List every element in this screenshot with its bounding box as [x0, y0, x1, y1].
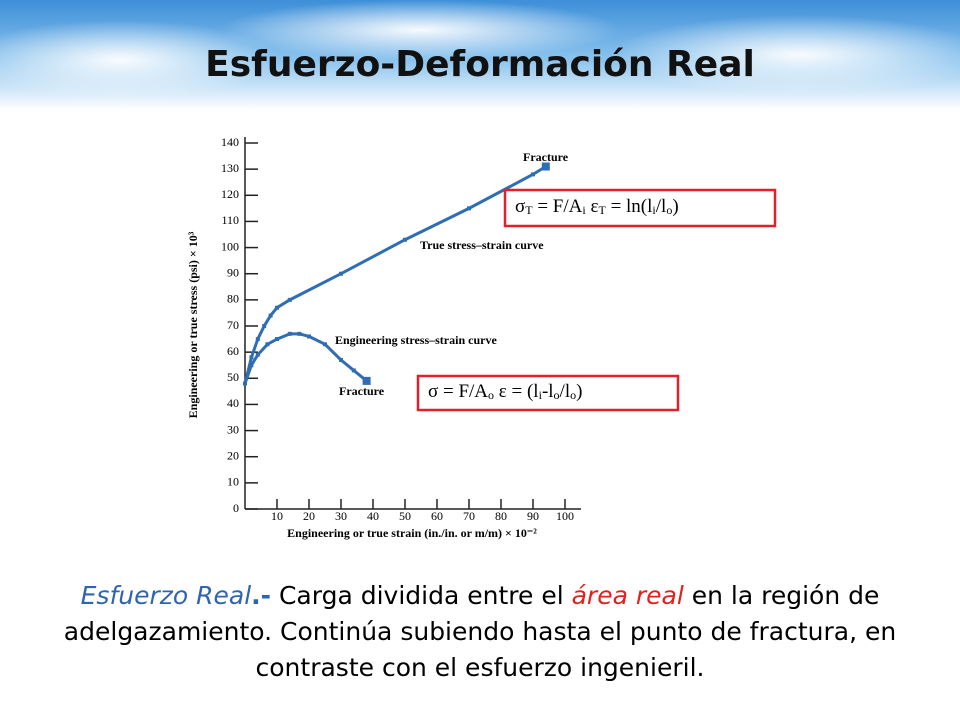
formula-subscript: i [539, 388, 543, 402]
point [287, 331, 292, 336]
point [287, 297, 292, 302]
x-tick-label: 40 [367, 509, 379, 523]
x-tick-label: 90 [527, 509, 539, 523]
x-tick-label: 60 [431, 509, 443, 523]
x-tick-label: 50 [399, 509, 411, 523]
y-tick-label: 0 [233, 501, 239, 515]
fracture-point [362, 376, 371, 385]
formula-text: ε = (l [494, 381, 539, 402]
chart: 0 10 20 30 40 50 60 70 80 90 100 110 120 130 140 10 20 30… [186, 135, 777, 540]
formula-subscript: o [666, 203, 672, 217]
y-tick-label: 70 [227, 318, 239, 332]
point [323, 342, 327, 347]
y-axis-label: Engineering or true stress (psi) × 10³ [186, 231, 200, 418]
formula-text: σ [515, 196, 525, 217]
x-tick-label: 20 [303, 509, 315, 523]
point [339, 271, 343, 276]
x-tick-label: 100 [556, 509, 574, 523]
point [255, 352, 260, 357]
formula-text: = F/A [533, 196, 583, 217]
formula-text: -l [542, 381, 554, 402]
point [249, 363, 254, 368]
y-tick-label: 80 [227, 292, 239, 306]
y-tick-label: 60 [227, 344, 239, 358]
point [262, 324, 267, 328]
formula: σT = F/Ai εT = ln(li/lo) [515, 196, 679, 217]
formula-subscript: T [598, 203, 606, 217]
point [275, 337, 279, 342]
text: en la región de adelgazamiento. Continúa… [63, 581, 897, 682]
formula-text: /l [656, 196, 667, 217]
y-tick-label: 10 [227, 475, 239, 489]
formula-text: ) [672, 196, 678, 217]
point [467, 206, 471, 211]
term: Esfuerzo Real [80, 581, 252, 610]
x-tick-label: 10 [271, 509, 283, 523]
formula-box [416, 374, 680, 412]
point [531, 172, 535, 177]
point [255, 337, 260, 342]
point [351, 368, 356, 373]
series-label: True stress–strain curve [420, 238, 544, 252]
formula-text: = ln(l [606, 196, 653, 217]
point [265, 342, 270, 347]
formula-subscript: o [570, 388, 576, 402]
separator: .- [251, 581, 272, 610]
highlight: área real [571, 581, 684, 610]
cloud [220, 0, 620, 60]
y-tick-label: 40 [227, 396, 239, 410]
point [249, 355, 254, 360]
formula-box [503, 188, 777, 228]
y-tick-label: 130 [221, 161, 239, 175]
y-tick-label: 50 [227, 370, 239, 384]
point [268, 313, 273, 318]
cloud [0, 20, 280, 100]
x-axis-label: Engineering or true strain (in./in. or m… [287, 526, 537, 540]
point [307, 334, 311, 339]
point [403, 237, 407, 242]
series-line [243, 165, 547, 384]
formula-subscript: o [488, 388, 494, 402]
formula-text: ε [586, 196, 599, 217]
point [339, 357, 343, 362]
y-tick-label: 20 [227, 448, 239, 462]
point [297, 331, 302, 336]
y-tick-label: 120 [221, 187, 239, 201]
y-tick-label: 90 [227, 265, 239, 279]
formula-subscript: T [525, 203, 533, 217]
formula-text: /l [560, 381, 571, 402]
formula: σ = F/Ao ε = (li-lo/lo) [428, 381, 582, 402]
body-text: Esfuerzo Real.- Carga dividida entre el … [20, 578, 940, 686]
x-tick-label: 80 [495, 509, 507, 523]
formula-text: σ = F/A [428, 381, 488, 402]
fracture-point [541, 162, 550, 171]
text: Carga dividida entre el [271, 581, 572, 610]
annotation: Fracture [339, 384, 385, 398]
y-tick-label: 140 [221, 135, 239, 149]
annotation: Fracture [523, 150, 569, 164]
y-tick-label: 110 [221, 213, 239, 227]
y-tick-label: 30 [227, 422, 239, 436]
point [275, 305, 279, 310]
formula-text: ) [576, 381, 582, 402]
y-tick-label: 100 [221, 239, 239, 253]
formula-subscript: i [582, 203, 586, 217]
x-tick-label: 70 [463, 509, 475, 523]
point [243, 381, 247, 386]
formula-subscript: o [554, 388, 560, 402]
slide-title: Esfuerzo-Deformación Real [205, 44, 755, 85]
formula-subscript: i [652, 203, 656, 217]
x-tick-label: 30 [335, 509, 347, 523]
series-label: Engineering stress–strain curve [335, 333, 497, 347]
cloud [610, 15, 960, 95]
